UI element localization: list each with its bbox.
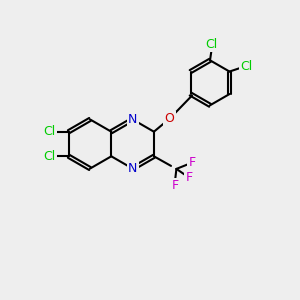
Text: F: F: [185, 171, 193, 184]
Text: Cl: Cl: [240, 60, 252, 73]
Text: Cl: Cl: [43, 150, 55, 163]
Text: F: F: [188, 156, 196, 169]
Text: O: O: [165, 112, 175, 125]
Text: N: N: [128, 113, 137, 126]
Text: F: F: [171, 179, 178, 192]
Text: Cl: Cl: [206, 38, 218, 51]
Text: Cl: Cl: [43, 125, 55, 138]
Text: N: N: [128, 162, 137, 175]
